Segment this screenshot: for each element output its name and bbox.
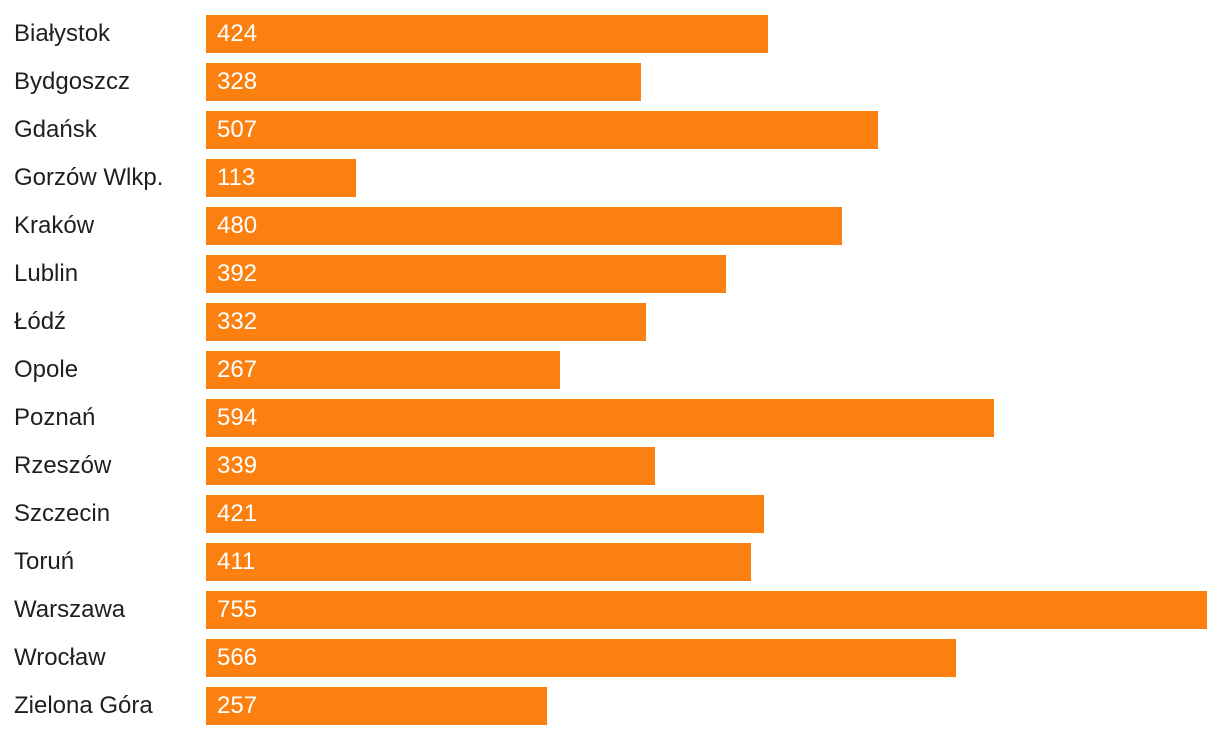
- bar-row: Rzeszów 339: [0, 442, 1220, 490]
- bar-value-label: 113: [217, 164, 256, 191]
- bar: 480: [206, 207, 843, 245]
- category-label: Wrocław: [14, 644, 106, 671]
- bar-row: Poznań 594: [0, 394, 1220, 442]
- bar-value-label: 594: [217, 404, 258, 431]
- category-label: Gdańsk: [14, 116, 97, 143]
- bar: 332: [206, 303, 647, 341]
- bar: 755: [206, 591, 1207, 629]
- bar-row: Kraków 480: [0, 202, 1220, 250]
- bar-track: 113: [206, 159, 1207, 197]
- bar: 392: [206, 255, 726, 293]
- bar: 594: [206, 399, 994, 437]
- category-label: Łódź: [14, 308, 67, 335]
- bar-track: 594: [206, 399, 1207, 437]
- bar-value-label: 480: [217, 212, 258, 239]
- bar-track: 328: [206, 63, 1207, 101]
- bar-track: 332: [206, 303, 1207, 341]
- bar: 257: [206, 687, 547, 725]
- category-label: Warszawa: [14, 596, 126, 623]
- bar-value-label: 566: [217, 644, 258, 671]
- bar-track: 411: [206, 543, 1207, 581]
- bar-row: Toruń 411: [0, 538, 1220, 586]
- bar-row: Gorzów Wlkp. 113: [0, 154, 1220, 202]
- category-label: Szczecin: [14, 500, 111, 527]
- bar-value-label: 328: [217, 68, 258, 95]
- bar-track: 424: [206, 15, 1207, 53]
- bar-value-label: 411: [217, 548, 256, 575]
- category-label: Zielona Góra: [14, 692, 153, 719]
- bar: 507: [206, 111, 879, 149]
- bar-row: Wrocław 566: [0, 634, 1220, 682]
- bar-track: 480: [206, 207, 1207, 245]
- bar-value-label: 267: [217, 356, 258, 383]
- category-label: Opole: [14, 356, 79, 383]
- category-label: Rzeszów: [14, 452, 112, 479]
- bar-row: Bydgoszcz 328: [0, 58, 1220, 106]
- bar: 339: [206, 447, 656, 485]
- bar-row: Łódź 332: [0, 298, 1220, 346]
- bar-value-label: 507: [217, 116, 258, 143]
- bar-value-label: 424: [217, 20, 258, 47]
- bar: 566: [206, 639, 957, 677]
- bar: 421: [206, 495, 765, 533]
- bar-row: Zielona Góra 257: [0, 682, 1220, 730]
- bar-row: Białystok 424: [0, 10, 1220, 58]
- bar: 267: [206, 351, 560, 389]
- bar-row: Warszawa 755: [0, 586, 1220, 634]
- bar-value-label: 339: [217, 452, 258, 479]
- bar-row: Gdańsk 507: [0, 106, 1220, 154]
- bar-track: 267: [206, 351, 1207, 389]
- bar-track: 421: [206, 495, 1207, 533]
- bar: 424: [206, 15, 769, 53]
- category-label: Białystok: [14, 20, 111, 47]
- bar-value-label: 755: [217, 596, 258, 623]
- bar-track: 339: [206, 447, 1207, 485]
- bar-row: Opole 267: [0, 346, 1220, 394]
- bar: 113: [206, 159, 356, 197]
- bar-track: 392: [206, 255, 1207, 293]
- bar-track: 257: [206, 687, 1207, 725]
- category-label: Kraków: [14, 212, 95, 239]
- bar: 411: [206, 543, 751, 581]
- bar-track: 566: [206, 639, 1207, 677]
- category-label: Bydgoszcz: [14, 68, 131, 95]
- category-label: Gorzów Wlkp.: [14, 164, 164, 191]
- bar-value-label: 332: [217, 308, 258, 335]
- bar-track: 755: [206, 591, 1207, 629]
- category-label: Lublin: [14, 260, 79, 287]
- bar-row: Szczecin 421: [0, 490, 1220, 538]
- bar: 328: [206, 63, 641, 101]
- bar-row: Lublin 392: [0, 250, 1220, 298]
- bar-value-label: 421: [217, 500, 258, 527]
- bar-value-label: 392: [217, 260, 258, 287]
- category-label: Poznań: [14, 404, 96, 431]
- bar-track: 507: [206, 111, 1207, 149]
- category-label: Toruń: [14, 548, 75, 575]
- bar-value-label: 257: [217, 692, 258, 719]
